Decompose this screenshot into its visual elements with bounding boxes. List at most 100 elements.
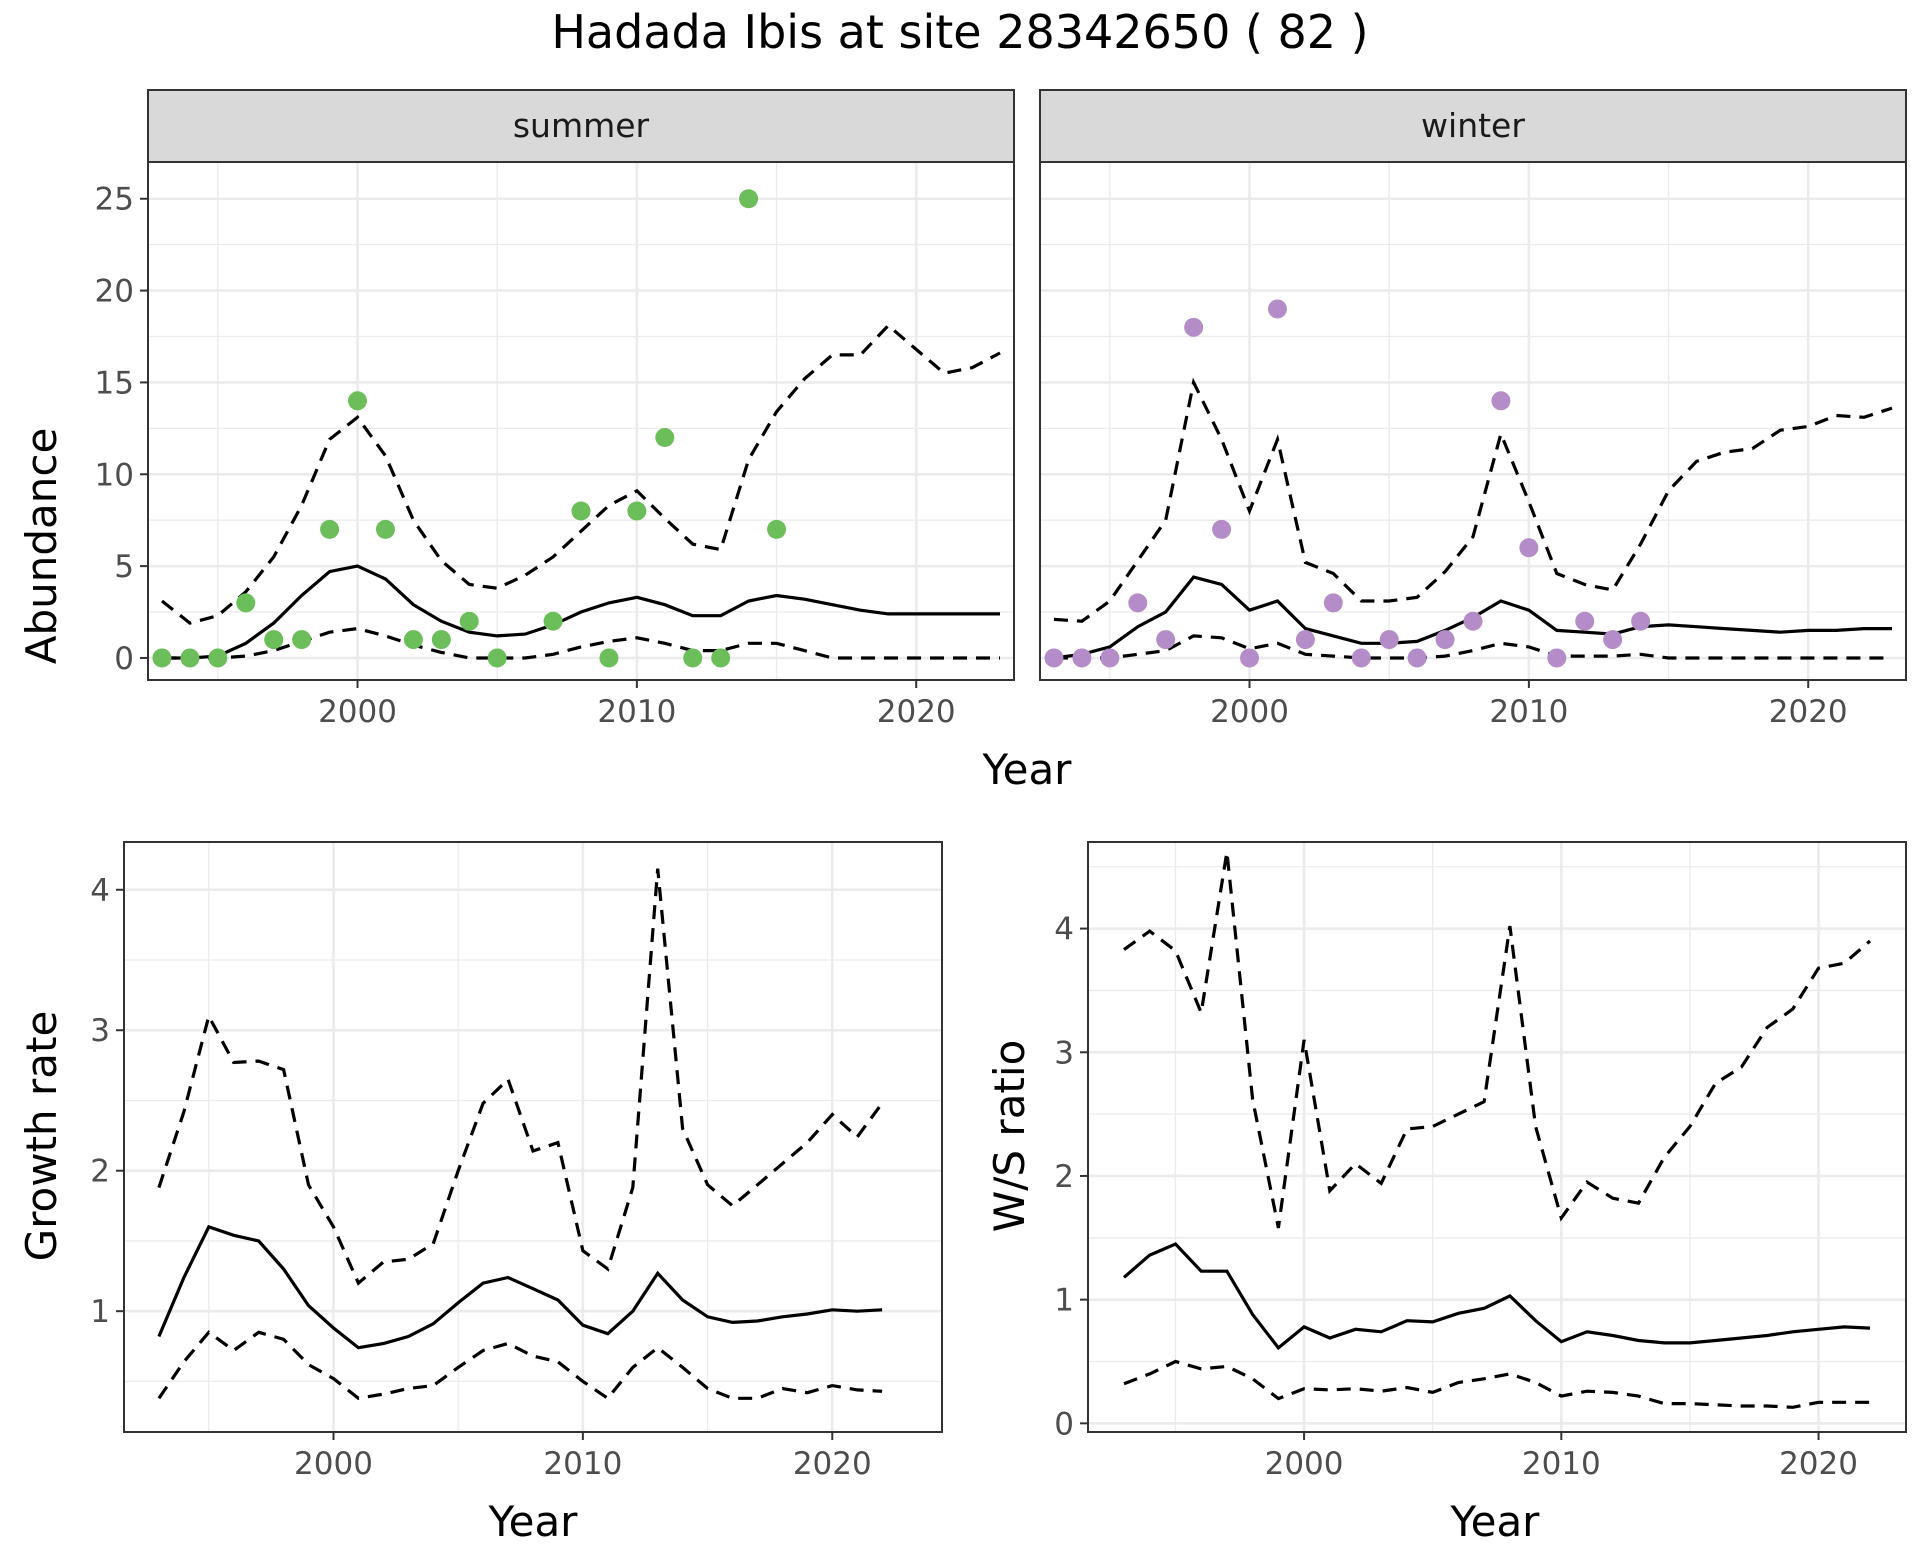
data-point-winter <box>1463 611 1483 631</box>
upper-line-summer <box>161 323 1001 625</box>
plot-summer: 2000 2010 2020 0 5 10 15 20 25 <box>95 161 1015 730</box>
y-tick-label: 10 <box>95 457 134 493</box>
panel-ws-ratio: 2000 2010 2020 0 1 2 3 4 Year W/S ratio <box>985 841 1907 1546</box>
data-point-winter <box>1631 611 1651 631</box>
upper-line-growth <box>157 868 884 1286</box>
data-point-winter <box>1575 611 1595 631</box>
plot-growth-rate: 2000 2010 2020 1 2 3 4 <box>90 841 943 1482</box>
figure-title: Hadada Ibis at site 28342650 ( 82 ) <box>551 5 1368 59</box>
data-point-winter <box>1240 648 1260 668</box>
data-point-summer <box>264 630 284 650</box>
data-point-winter <box>1547 648 1567 668</box>
data-point-summer <box>208 648 228 668</box>
panel-background-summer <box>148 162 1014 680</box>
data-point-winter <box>1128 593 1148 613</box>
growth-x-axis-title: Year <box>488 1497 579 1546</box>
strip-label-winter: winter <box>1421 106 1525 145</box>
data-point-summer <box>375 519 395 539</box>
data-point-summer <box>599 648 619 668</box>
lower-line-growth <box>157 1330 883 1401</box>
data-point-winter <box>1323 593 1343 613</box>
data-point-summer <box>292 630 312 650</box>
data-point-winter <box>1435 630 1455 650</box>
data-point-winter <box>1044 648 1064 668</box>
x-tick-label: 2020 <box>877 694 956 730</box>
plot-ws-ratio: 2000 2010 2020 0 1 2 3 4 <box>1054 841 1907 1482</box>
data-point-winter <box>1603 630 1623 650</box>
lower-line-winter <box>1054 634 1892 660</box>
x-tick-label: 2020 <box>1779 1446 1858 1482</box>
panel-border-winter <box>1039 161 1907 681</box>
data-point-summer <box>739 189 759 209</box>
data-point-summer <box>683 648 703 668</box>
data-point-winter <box>1351 648 1371 668</box>
upper-line-winter <box>1053 377 1893 623</box>
x-tick-label: 2010 <box>1522 1446 1601 1482</box>
growth-y-axis-title: Growth rate <box>17 1011 66 1262</box>
upper-line-ws <box>1123 851 1872 1229</box>
data-point-winter <box>1491 391 1511 411</box>
y-tick-label: 5 <box>114 549 134 585</box>
data-point-summer <box>320 519 340 539</box>
panel-border-ws <box>1087 841 1907 1433</box>
data-point-winter <box>1212 519 1232 539</box>
data-point-summer <box>767 519 787 539</box>
y-tick-label: 15 <box>95 365 134 401</box>
lower-line-ws <box>1123 1359 1870 1409</box>
data-point-winter <box>1156 630 1176 650</box>
data-point-winter <box>1379 630 1399 650</box>
x-tick-label: 2000 <box>1265 1446 1344 1482</box>
x-tick-label: 2000 <box>318 694 397 730</box>
mean-line-growth <box>157 1224 883 1350</box>
data-point-summer <box>571 501 591 521</box>
data-point-summer <box>655 428 675 448</box>
panel-background-ws <box>1088 842 1906 1432</box>
panel-border-growth <box>123 841 943 1433</box>
x-tick-label: 2000 <box>294 1446 373 1482</box>
y-tick-label: 1 <box>1054 1283 1074 1319</box>
data-point-summer <box>627 501 647 521</box>
x-tick-label: 2010 <box>543 1446 622 1482</box>
y-tick-label: 0 <box>114 641 134 677</box>
mean-line-ws <box>1122 1242 1871 1351</box>
data-point-summer <box>711 648 731 668</box>
panel-summer: summer 2000 2010 2020 0 5 10 15 20 25 <box>95 89 1015 730</box>
ws-x-axis-title: Year <box>1450 1497 1541 1546</box>
data-point-summer <box>152 648 172 668</box>
strip-label-summer: summer <box>513 106 650 145</box>
mean-line-summer <box>162 564 1000 660</box>
data-point-summer <box>543 611 563 631</box>
data-point-winter <box>1100 648 1120 668</box>
y-tick-label: 2 <box>1054 1159 1074 1195</box>
y-tick-label: 3 <box>90 1013 110 1049</box>
data-point-winter <box>1519 538 1539 558</box>
y-tick-label: 4 <box>1054 912 1074 948</box>
panel-winter: winter 2000 2010 2020 <box>1039 89 1907 730</box>
data-point-winter <box>1267 299 1287 319</box>
panel-background-growth <box>124 842 942 1432</box>
strip-summer <box>147 89 1015 163</box>
top-y-axis-title: Abundance <box>17 428 66 665</box>
data-point-summer <box>236 593 256 613</box>
y-tick-label: 4 <box>90 873 110 909</box>
data-point-winter <box>1072 648 1092 668</box>
data-point-summer <box>459 611 479 631</box>
y-tick-label: 2 <box>90 1154 110 1190</box>
x-tick-label: 2010 <box>1489 694 1568 730</box>
data-point-winter <box>1407 648 1427 668</box>
panel-background-winter <box>1040 162 1906 680</box>
data-point-summer <box>431 630 451 650</box>
y-tick-label: 3 <box>1054 1035 1074 1071</box>
y-tick-label: 20 <box>95 274 134 310</box>
data-point-winter <box>1295 630 1315 650</box>
plot-winter: 2000 2010 2020 <box>1039 161 1907 730</box>
data-point-winter <box>1184 317 1204 337</box>
data-point-summer <box>348 391 368 411</box>
y-tick-label: 25 <box>95 182 134 218</box>
data-point-summer <box>403 630 423 650</box>
ws-y-axis-title: W/S ratio <box>985 1040 1034 1233</box>
data-point-summer <box>180 648 200 668</box>
panel-growth-rate: 2000 2010 2020 1 2 3 4 Year Growth rate <box>17 841 943 1546</box>
top-x-axis-title: Year <box>982 745 1073 794</box>
